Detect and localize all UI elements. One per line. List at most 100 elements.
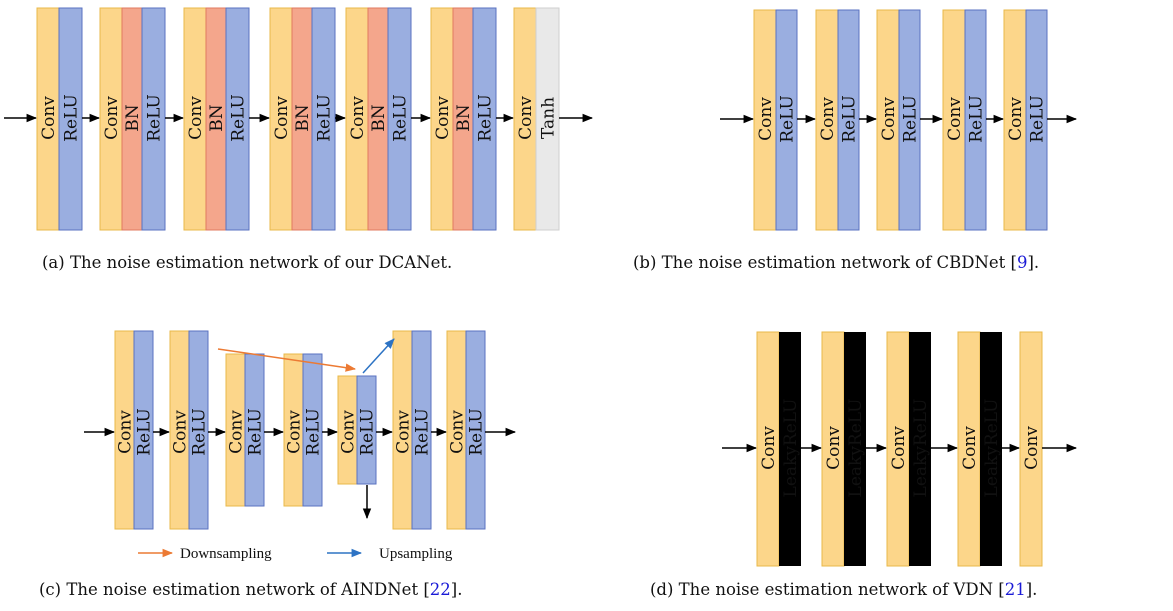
d-leaky-label: LeakyReLU bbox=[982, 399, 1002, 498]
caption-c-end: ]. bbox=[450, 580, 463, 599]
c-relu-layer bbox=[188, 330, 209, 530]
caption-b: (b) The noise estimation network of CBDN… bbox=[633, 253, 1039, 272]
c-relu-label: ReLU bbox=[358, 408, 378, 456]
c-relu-layer bbox=[133, 330, 154, 530]
c-block-1: Conv ReLU bbox=[114, 330, 155, 530]
b-relu-label: ReLU bbox=[901, 95, 921, 143]
a-bn-label: BN bbox=[293, 104, 313, 131]
c-conv-label: Conv bbox=[394, 410, 414, 454]
diagram-a-dcanet: Conv ReLU Conv BN ReLU Conv BN ReLU Conv BN ReLU Co… bbox=[4, 7, 594, 231]
a-bn-label: BN bbox=[123, 104, 143, 131]
c-relu-label: ReLU bbox=[413, 408, 433, 456]
a-relu-label: ReLU bbox=[62, 94, 82, 142]
c-conv-label: Conv bbox=[116, 410, 136, 454]
b-conv-label: Conv bbox=[818, 97, 838, 141]
a-block-2: Conv BN ReLU bbox=[99, 7, 166, 231]
b-block-4: Conv ReLU bbox=[942, 9, 987, 231]
d-conv-label: Conv bbox=[824, 426, 844, 470]
d-block-3: Conv LeakyReLU bbox=[886, 331, 931, 567]
d-conv-label: Conv bbox=[1022, 426, 1042, 470]
c-conv-label: Conv bbox=[171, 410, 191, 454]
b-relu-label: ReLU bbox=[1028, 95, 1048, 143]
caption-a: (a) The noise estimation network of our … bbox=[42, 253, 452, 272]
d-leaky-layer bbox=[779, 332, 801, 566]
a-bn-label: BN bbox=[369, 104, 389, 131]
d-block-5: Conv bbox=[1019, 331, 1043, 567]
caption-b-end: ]. bbox=[1027, 253, 1040, 272]
c-relu-label: ReLU bbox=[135, 408, 155, 456]
a-relu-label: ReLU bbox=[315, 94, 335, 142]
a-relu-label: ReLU bbox=[145, 94, 165, 142]
b-conv-label: Conv bbox=[879, 97, 899, 141]
b-relu-label: ReLU bbox=[840, 95, 860, 143]
a-conv-label: Conv bbox=[516, 96, 536, 140]
c-relu-layer bbox=[302, 353, 323, 507]
b-relu-layer bbox=[1025, 9, 1048, 231]
downsampling-arrow bbox=[217, 348, 357, 372]
a-conv-label: Conv bbox=[272, 96, 292, 140]
caption-c: (c) The noise estimation network of AIND… bbox=[39, 580, 462, 599]
a-conv-label: Conv bbox=[348, 96, 368, 140]
c-conv-label: Conv bbox=[285, 410, 305, 454]
caption-d-citation[interactable]: 21 bbox=[1004, 580, 1026, 599]
b-conv-label: Conv bbox=[756, 97, 776, 141]
caption-d-end: ]. bbox=[1025, 580, 1038, 599]
a-block-5: Conv BN ReLU bbox=[345, 7, 412, 231]
d-conv-label: Conv bbox=[889, 426, 909, 470]
b-relu-label: ReLU bbox=[778, 95, 798, 143]
a-block-1: Conv ReLU bbox=[36, 7, 83, 231]
c-block-3: Conv ReLU bbox=[225, 353, 266, 507]
c-relu-layer bbox=[356, 375, 377, 485]
a-conv-label: Conv bbox=[39, 96, 59, 140]
c-relu-layer bbox=[411, 330, 432, 530]
c-relu-label: ReLU bbox=[467, 408, 487, 456]
b-relu-layer bbox=[898, 9, 921, 231]
b-block-3: Conv ReLU bbox=[876, 9, 921, 231]
b-relu-layer bbox=[775, 9, 798, 231]
caption-b-citation[interactable]: 9 bbox=[1016, 253, 1028, 272]
a-conv-label: Conv bbox=[102, 96, 122, 140]
d-leaky-label: LeakyReLU bbox=[781, 399, 801, 498]
a-bn-label: BN bbox=[454, 104, 474, 131]
a-block-7: Conv Tanh bbox=[513, 7, 560, 231]
d-block-4: Conv LeakyReLU bbox=[957, 331, 1002, 567]
caption-d-text: (d) The noise estimation network of VDN … bbox=[650, 580, 1005, 599]
diagram-b-cbdnet: Conv ReLU Conv ReLU Conv ReLU Conv ReLU Conv ReLU bbox=[720, 9, 1078, 231]
upsampling-arrow bbox=[362, 338, 395, 374]
d-conv-layer bbox=[1019, 331, 1043, 567]
downsampling-legend-label: Downsampling bbox=[180, 546, 272, 562]
a-relu-label: ReLU bbox=[229, 94, 249, 142]
a-block-3: Conv BN ReLU bbox=[183, 7, 250, 231]
c-relu-layer bbox=[465, 330, 486, 530]
b-block-5: Conv ReLU bbox=[1003, 9, 1048, 231]
d-leaky-layer bbox=[909, 332, 931, 566]
b-relu-label: ReLU bbox=[967, 95, 987, 143]
caption-c-citation[interactable]: 22 bbox=[429, 580, 451, 599]
a-relu-label: ReLU bbox=[476, 94, 496, 142]
b-conv-label: Conv bbox=[945, 97, 965, 141]
c-block-2: Conv ReLU bbox=[169, 330, 210, 530]
c-relu-label: ReLU bbox=[190, 408, 210, 456]
d-block-2: Conv LeakyReLU bbox=[821, 331, 866, 567]
d-leaky-layer bbox=[844, 332, 866, 566]
upsampling-legend-label: Upsampling bbox=[379, 546, 453, 562]
c-block-7: Conv ReLU bbox=[446, 330, 487, 530]
legend: Downsampling Upsampling bbox=[138, 546, 453, 562]
b-block-2: Conv ReLU bbox=[815, 9, 860, 231]
a-block-6: Conv BN ReLU bbox=[430, 7, 497, 231]
c-relu-label: ReLU bbox=[304, 408, 324, 456]
a-relu-label: ReLU bbox=[391, 94, 411, 142]
a-conv-label: Conv bbox=[186, 96, 206, 140]
caption-c-text: (c) The noise estimation network of AIND… bbox=[39, 580, 430, 599]
a-relu-layer bbox=[387, 7, 412, 231]
b-conv-label: Conv bbox=[1006, 97, 1026, 141]
a-conv-label: Conv bbox=[433, 96, 453, 140]
b-relu-layer bbox=[837, 9, 860, 231]
d-conv-label: Conv bbox=[960, 426, 980, 470]
b-relu-layer bbox=[964, 9, 987, 231]
d-block-1: Conv LeakyReLU bbox=[756, 331, 801, 567]
caption-d: (d) The noise estimation network of VDN … bbox=[650, 580, 1037, 599]
a-relu-layer bbox=[225, 7, 250, 231]
a-block-4: Conv BN ReLU bbox=[269, 7, 336, 231]
a-relu-layer bbox=[472, 7, 497, 231]
